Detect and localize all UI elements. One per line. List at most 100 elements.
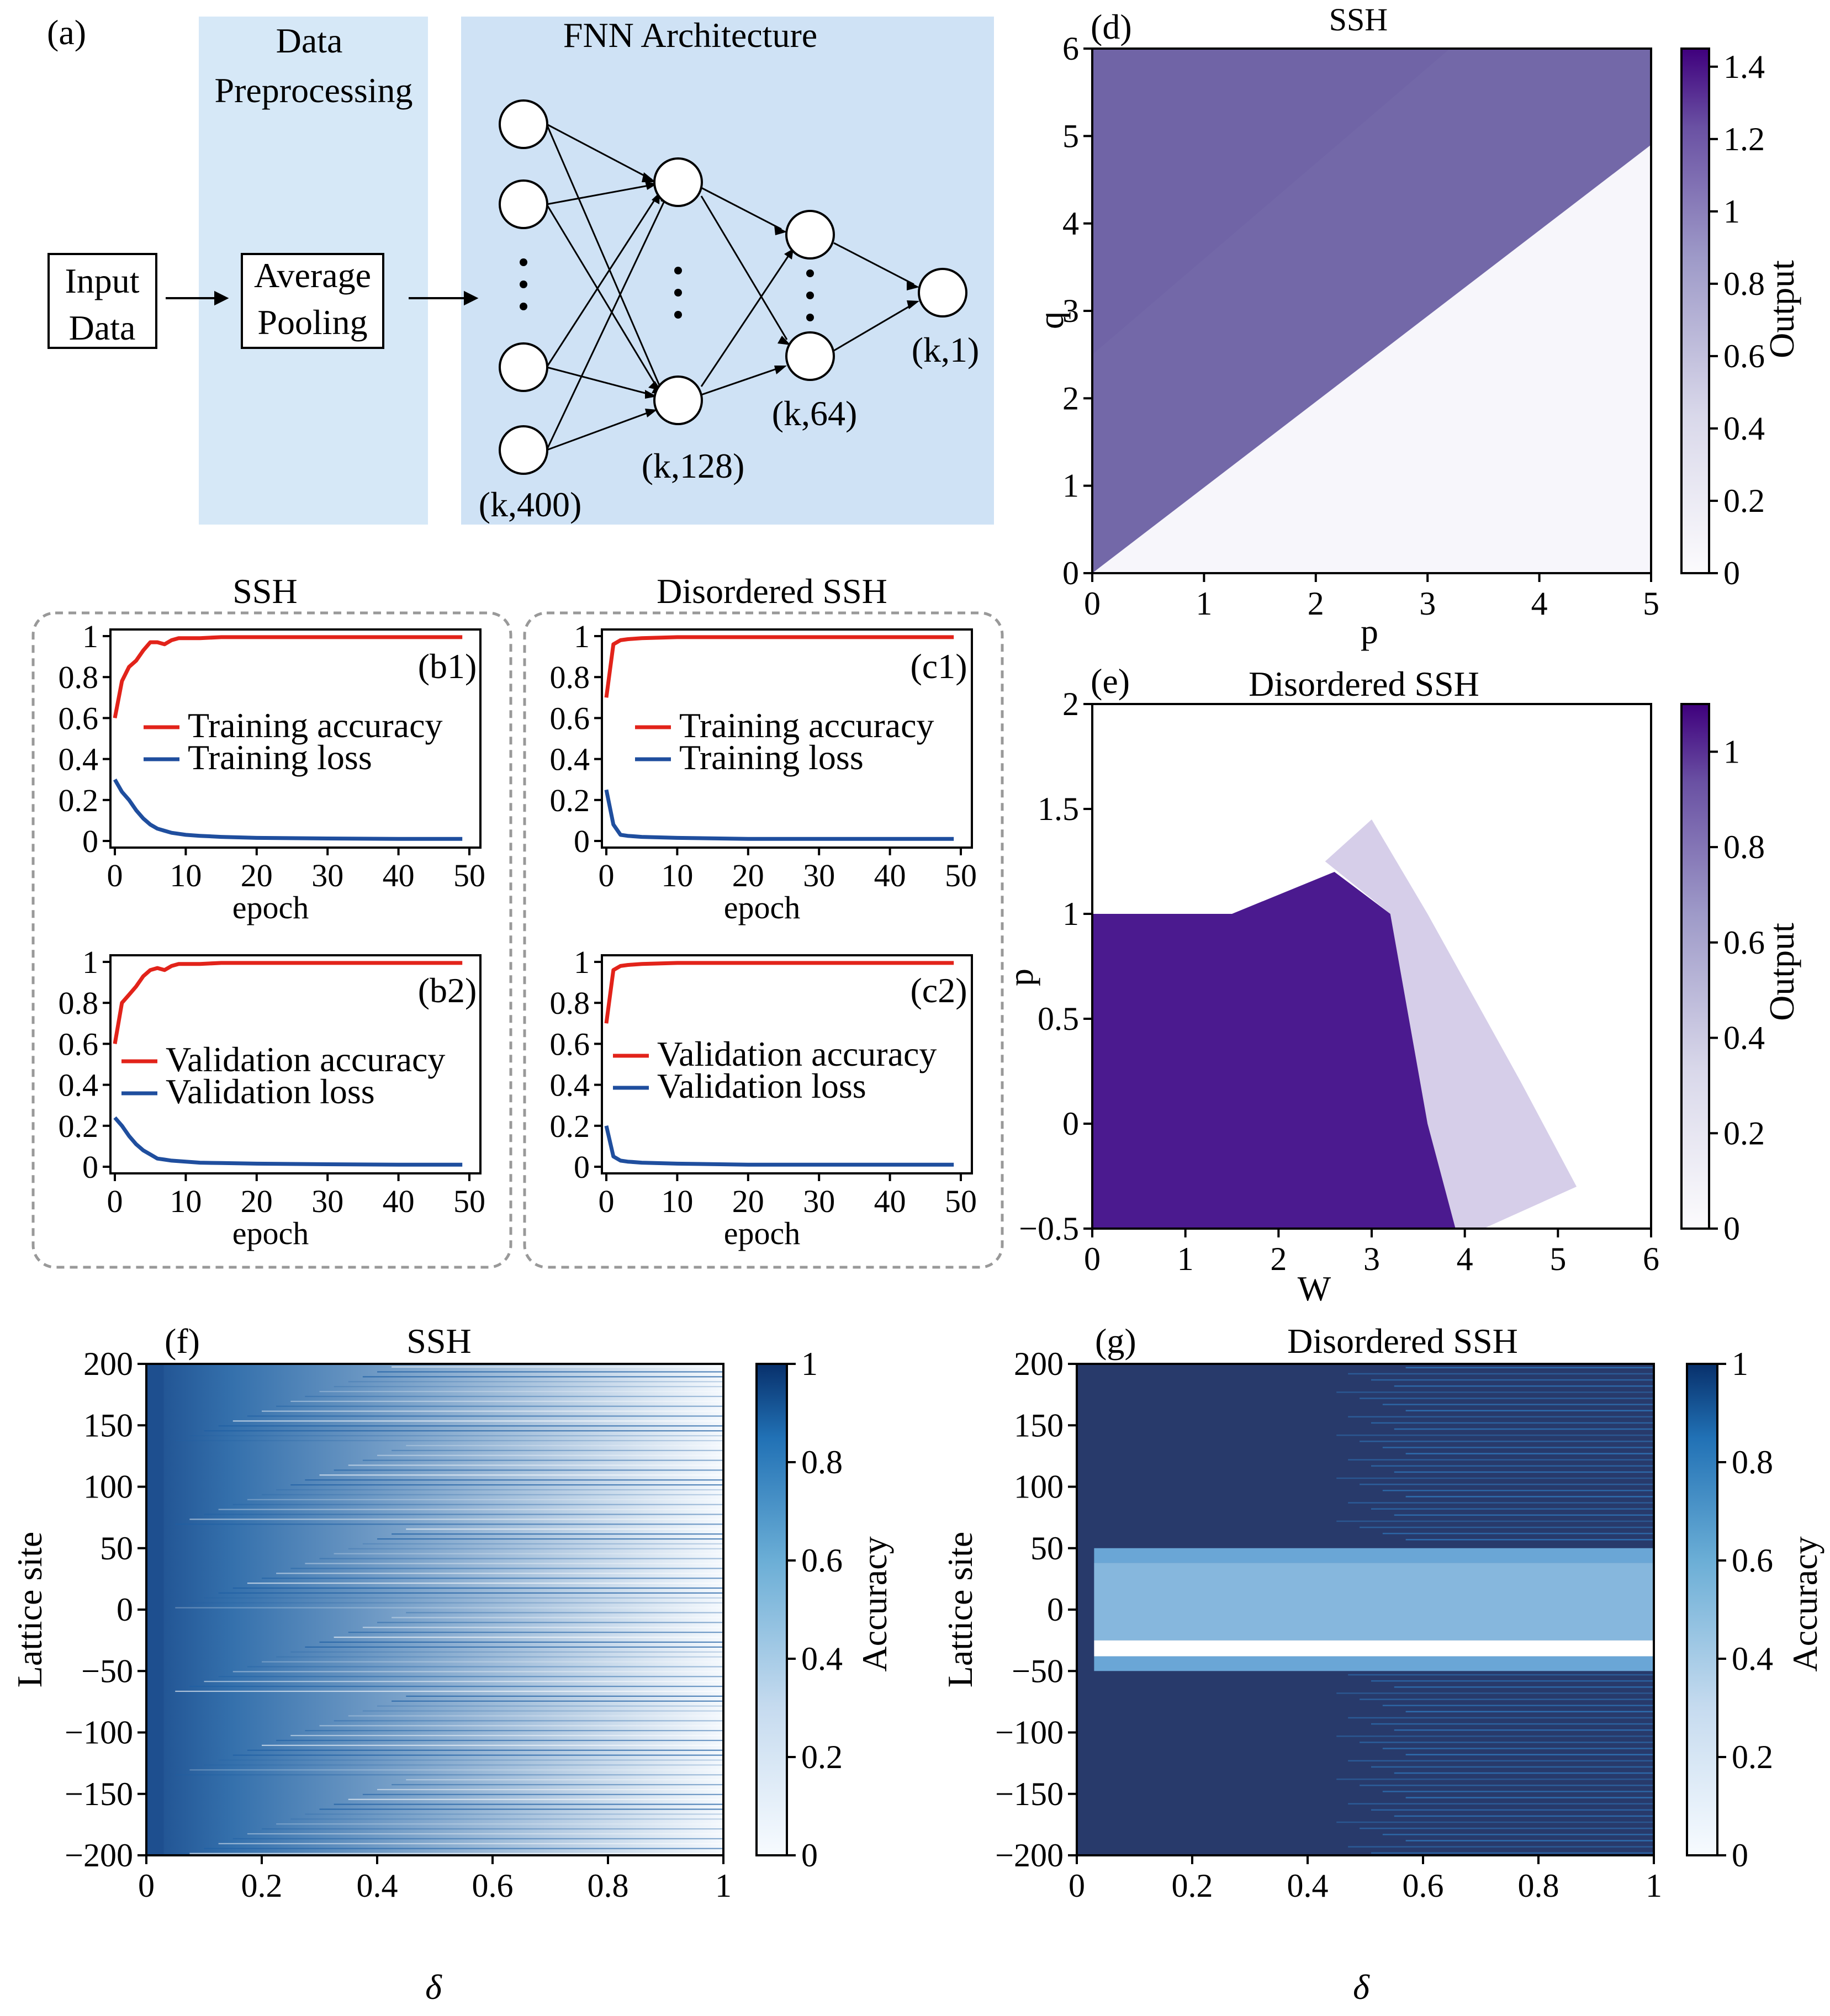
c2-legend-label-1: Validation loss — [657, 1066, 866, 1105]
panel_e-xtick-label: 6 — [1643, 1241, 1659, 1277]
f-stripe — [189, 1518, 723, 1520]
c2-xtick-label: 20 — [732, 1183, 764, 1219]
panel_d-title: SSH — [1329, 2, 1388, 38]
f-stripe — [377, 1705, 723, 1707]
f-stripe — [232, 1587, 723, 1589]
panel_e-ytick-label: −0.5 — [1019, 1210, 1079, 1247]
g-stripe — [1360, 1483, 1654, 1485]
f-base — [146, 1364, 723, 1855]
panel_f-xtick-label: 0.6 — [472, 1867, 514, 1904]
c1-ytick-label: 0 — [574, 823, 590, 859]
g-stripe — [1382, 1490, 1654, 1491]
g-stripe — [1394, 1772, 1654, 1774]
panel_f-ylabel: Lattice site — [10, 1532, 49, 1688]
f-stripe — [362, 1793, 723, 1795]
f-stripe — [392, 1449, 723, 1451]
panel_d-cbar-tick-label: 1.4 — [1723, 49, 1765, 85]
g-stripe — [1382, 1748, 1654, 1749]
b1-xtick-label: 30 — [311, 858, 343, 893]
panel_g-cbar-tick-label: 0 — [1732, 1837, 1748, 1874]
c2-ytick-label: 0 — [574, 1149, 590, 1185]
panel_e-xtick-label: 2 — [1270, 1241, 1287, 1277]
b1-series-0 — [113, 635, 463, 719]
panel-d: 0 1 2 3 4 5 0 1 2 3 4 5 6 p q SSH (d) 0 0.2 0.4 0.6 0.8 1 1.2 1.… — [1032, 2, 1801, 651]
b2-legend-label-1: Validation loss — [166, 1072, 375, 1111]
panel_g-ylabel: Lattice site — [940, 1532, 980, 1688]
f-stripe — [232, 1754, 723, 1756]
g-stripe — [1360, 1441, 1654, 1442]
c1-ytick-label: 0.8 — [550, 659, 590, 695]
f-stripe — [290, 1400, 723, 1402]
g-band-3 — [1094, 1548, 1654, 1563]
f-stripe — [377, 1622, 723, 1623]
panel_g-ytick-label: −150 — [995, 1776, 1064, 1812]
panel-g: 0 0.2 0.4 0.6 0.8 1 −200 −150 −100 −50 0 50 100 150 20… — [940, 1321, 1824, 2007]
b2-xtick-label: 40 — [383, 1183, 415, 1219]
panel_f-ytick-label: −100 — [65, 1715, 133, 1751]
c1-series-0 — [604, 635, 954, 698]
panel_g-xlabel: δ — [1353, 1967, 1370, 2007]
f-stripe — [406, 1612, 723, 1613]
f-stripe — [348, 1464, 723, 1466]
c1-ytick-label: 0.6 — [550, 700, 590, 736]
g-stripe — [1382, 1834, 1654, 1835]
panel-c1: 0 10 20 30 40 50 0 0.2 0.4 0.6 0.8 1 epoch Training a… — [550, 618, 977, 925]
f-stripe — [204, 1764, 723, 1766]
f-stripe — [348, 1381, 723, 1383]
f-stripe — [290, 1734, 723, 1737]
panel_d-xtick-label: 2 — [1308, 585, 1324, 622]
panel_f-ytick-label: 0 — [117, 1591, 133, 1628]
input-label-1: Input — [65, 261, 139, 300]
c1-label: (c1) — [910, 647, 967, 686]
c1-ytick-label: 0.4 — [550, 742, 590, 777]
g-stripe — [1348, 1416, 1654, 1418]
f-stripe — [305, 1813, 723, 1815]
b2-xtick-label: 0 — [107, 1183, 123, 1219]
b2-ytick-label: 0 — [82, 1149, 98, 1185]
f-left-edge — [146, 1364, 164, 1855]
f-stripe — [204, 1514, 723, 1515]
g-stripe — [1394, 1686, 1654, 1688]
f-stripe — [247, 1666, 723, 1668]
g-stripe — [1348, 1373, 1654, 1375]
f-stripe — [218, 1592, 723, 1594]
f-stripe — [262, 1494, 723, 1496]
panel-f: 0 0.2 0.4 0.6 0.8 1 −200 −150 −100 −50 0 50 100 150 20… — [10, 1321, 894, 2007]
c2-xtick-label: 50 — [945, 1183, 977, 1219]
g-stripe — [1348, 1803, 1654, 1805]
layer-label-1: (k,1) — [912, 330, 980, 369]
panel_d-ytick-label: 2 — [1062, 380, 1079, 416]
f-stripe — [348, 1548, 723, 1549]
b1-xtick-label: 50 — [453, 858, 485, 893]
f-stripe — [247, 1499, 723, 1500]
g-stripe — [1371, 1379, 1654, 1381]
f-stripe — [218, 1759, 723, 1761]
preprocess-title-1: Data — [276, 21, 343, 60]
panel_g-ytick-label: 50 — [1030, 1530, 1064, 1567]
panel_f-title: SSH — [406, 1321, 471, 1361]
f-stripe — [218, 1425, 723, 1427]
g-stripe — [1336, 1391, 1654, 1393]
b2-xlabel: epoch — [232, 1215, 309, 1251]
g-stripe — [1336, 1778, 1654, 1780]
f-stripe — [377, 1538, 723, 1540]
panel_f-ytick-label: −150 — [65, 1776, 133, 1812]
g-stripe — [1348, 1717, 1654, 1719]
panel-a: (a) Data Preprocessing FNN Architecture … — [47, 13, 994, 525]
c1-xtick-label: 30 — [803, 858, 835, 893]
f-stripe — [175, 1440, 723, 1442]
g-stripe — [1371, 1680, 1654, 1682]
panel-b1: 0 10 20 30 40 50 0 0.2 0.4 0.6 0.8 1 epoch Training a… — [59, 618, 486, 925]
layer-label-64: (k,64) — [772, 394, 858, 433]
c2-ytick-label: 1 — [574, 944, 590, 980]
f-stripe — [262, 1744, 723, 1746]
panel_f-ytick-label: −200 — [65, 1837, 133, 1874]
panel_e-ytick-label: 1 — [1062, 896, 1079, 932]
f-stripe — [362, 1376, 723, 1378]
g-stripe — [1360, 1398, 1654, 1399]
g-stripe — [1371, 1852, 1654, 1854]
b1-ytick-label: 0.4 — [59, 742, 99, 777]
b1-xtick-label: 0 — [107, 858, 123, 893]
panel_g-cbar-tick-label: 0.4 — [1732, 1641, 1773, 1677]
f-stripe — [377, 1371, 723, 1373]
